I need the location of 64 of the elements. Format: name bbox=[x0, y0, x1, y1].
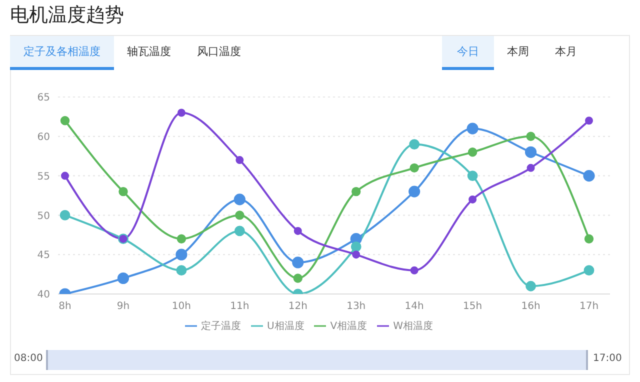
y-tick-label: 60 bbox=[37, 132, 50, 143]
point bbox=[176, 234, 186, 244]
point bbox=[236, 156, 244, 164]
point bbox=[584, 265, 594, 276]
point bbox=[292, 256, 304, 268]
text: 本周 bbox=[506, 44, 530, 60]
legend-label: V相温度 bbox=[330, 321, 368, 332]
x-tick-label: 16h bbox=[521, 301, 540, 312]
point bbox=[61, 172, 69, 180]
point bbox=[468, 195, 477, 204]
point bbox=[467, 170, 478, 181]
text: 今日 bbox=[442, 36, 494, 70]
x-tick-label: 8h bbox=[58, 301, 72, 312]
point bbox=[60, 116, 70, 126]
point bbox=[410, 163, 419, 173]
text: 风口温度 bbox=[196, 44, 242, 60]
point bbox=[409, 139, 420, 150]
point bbox=[294, 226, 302, 235]
point bbox=[410, 266, 418, 274]
point bbox=[60, 210, 70, 220]
y-tick-label: 65 bbox=[37, 92, 50, 104]
y-tick-label: 40 bbox=[37, 290, 50, 301]
point bbox=[293, 274, 302, 283]
x-tick-label: 12h bbox=[288, 301, 308, 312]
x-tick-label: 10h bbox=[172, 301, 191, 312]
y-tick-label: 50 bbox=[37, 210, 50, 222]
text: 本月 bbox=[554, 44, 578, 60]
legend-label: W相温度 bbox=[393, 321, 434, 332]
point bbox=[526, 164, 535, 172]
x-tick-label: 13h bbox=[346, 301, 366, 312]
point bbox=[583, 170, 595, 182]
point bbox=[526, 132, 536, 141]
point bbox=[584, 234, 594, 244]
point bbox=[176, 248, 188, 260]
point bbox=[585, 116, 593, 125]
point bbox=[352, 250, 360, 259]
point bbox=[234, 226, 245, 236]
point bbox=[177, 108, 186, 117]
text: 17:00 bbox=[593, 353, 622, 364]
point bbox=[468, 148, 478, 157]
point bbox=[352, 186, 361, 196]
point bbox=[526, 280, 536, 292]
x-tick-label: 17h bbox=[579, 301, 599, 312]
point bbox=[235, 210, 244, 220]
text: 轴瓦温度 bbox=[126, 44, 172, 60]
point bbox=[524, 146, 537, 158]
point bbox=[176, 265, 187, 276]
x-tick-label: 14h bbox=[404, 301, 424, 312]
x-tick-label: 15h bbox=[463, 301, 482, 312]
legend-label: U相温度 bbox=[266, 321, 304, 332]
point bbox=[350, 242, 362, 252]
x-tick-label: 11h bbox=[230, 301, 250, 312]
y-tick-label: 55 bbox=[37, 171, 50, 182]
y-tick-label: 45 bbox=[37, 250, 50, 262]
chart-title: 电机温度趋势 bbox=[10, 3, 124, 28]
x-tick-label: 9h bbox=[116, 301, 130, 312]
point bbox=[234, 194, 246, 206]
legend-label: 定子温度 bbox=[200, 321, 241, 332]
text: 定子及各相温度 bbox=[10, 36, 114, 70]
point bbox=[117, 272, 130, 284]
point bbox=[466, 122, 478, 134]
point bbox=[408, 186, 420, 198]
point bbox=[118, 186, 128, 196]
text: 08:00 bbox=[14, 353, 43, 364]
